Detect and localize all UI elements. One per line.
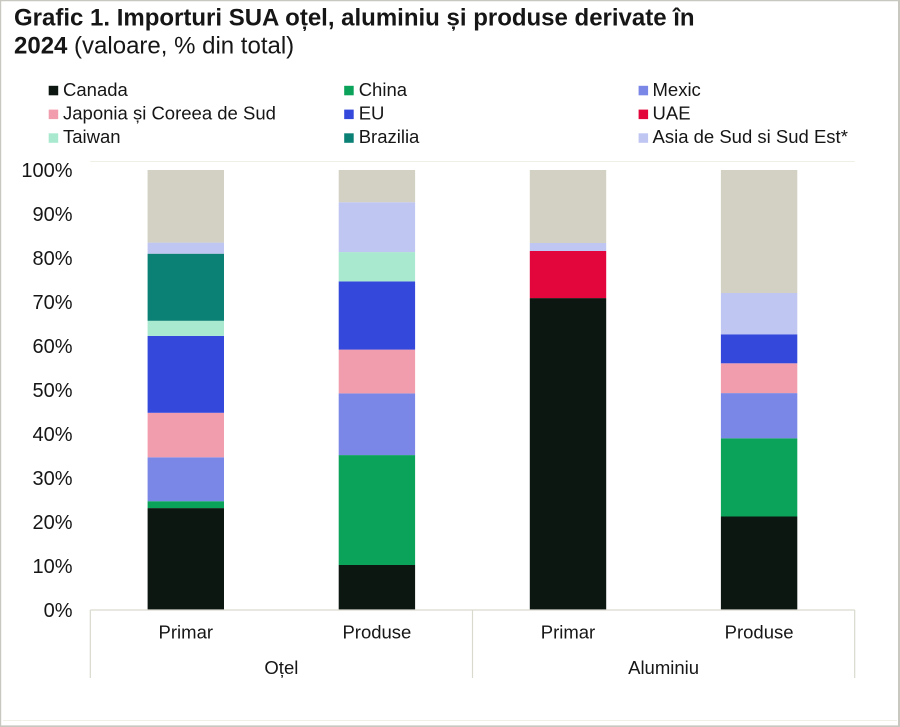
svg-text:Grafic 1. Importuri SUA oțel,: Grafic 1. Importuri SUA oțel, aluminiu ș… <box>14 5 695 32</box>
svg-text:40%: 40% <box>32 424 72 446</box>
svg-text:80%: 80% <box>32 248 72 270</box>
svg-text:20%: 20% <box>32 512 72 534</box>
svg-text:Taiwan: Taiwan <box>63 126 121 147</box>
svg-text:UAE: UAE <box>653 103 691 124</box>
svg-text:2024 (valoare, % din total): 2024 (valoare, % din total) <box>14 33 294 60</box>
svg-text:Produse: Produse <box>342 622 411 643</box>
svg-text:Aluminiu: Aluminiu <box>628 657 699 678</box>
svg-text:100%: 100% <box>21 160 72 182</box>
svg-text:Oțel: Oțel <box>264 657 298 678</box>
svg-text:Mexic: Mexic <box>653 79 701 100</box>
svg-text:50%: 50% <box>32 380 72 402</box>
svg-text:90%: 90% <box>32 204 72 226</box>
svg-text:Primar: Primar <box>541 622 595 643</box>
svg-text:Asia de Sud si Sud Est*: Asia de Sud si Sud Est* <box>653 126 848 147</box>
svg-text:EU: EU <box>359 103 385 124</box>
svg-text:10%: 10% <box>32 556 72 578</box>
svg-text:70%: 70% <box>32 292 72 314</box>
svg-text:China: China <box>359 79 408 100</box>
svg-text:0%: 0% <box>44 600 73 622</box>
svg-text:Brazilia: Brazilia <box>359 126 420 147</box>
svg-text:Japonia și Coreea de Sud: Japonia și Coreea de Sud <box>63 103 276 124</box>
svg-text:Canada: Canada <box>63 79 129 100</box>
svg-text:Produse: Produse <box>725 622 794 643</box>
svg-text:30%: 30% <box>32 468 72 490</box>
svg-text:Primar: Primar <box>159 622 213 643</box>
svg-text:60%: 60% <box>32 336 72 358</box>
